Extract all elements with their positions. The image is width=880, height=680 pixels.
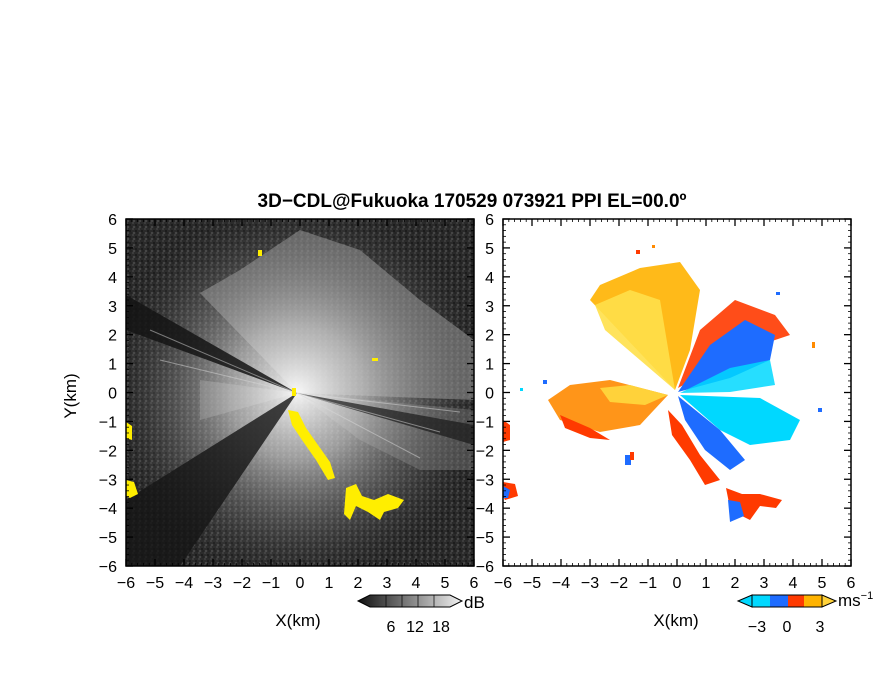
middle-y-tick-label: 4: [485, 270, 494, 287]
right-x-tick-label: −1: [639, 575, 657, 592]
middle-y-tick-label: −1: [476, 414, 494, 431]
left-y-tick-label: −6: [99, 559, 117, 576]
left-y-tick-label: 6: [108, 212, 117, 229]
right-velocity-speckle: [520, 245, 822, 465]
left-y-tick-label: −4: [99, 501, 117, 518]
left-colorbar: dB 6 12 18: [356, 593, 485, 636]
middle-y-tick-label: 5: [485, 241, 494, 258]
svg-text:ms−1: ms−1: [838, 590, 873, 610]
left-yellow-clutter: [126, 250, 404, 520]
left-colorbar-unit: dB: [464, 593, 485, 612]
right-velocity-lightblue-upper: [680, 360, 775, 393]
right-x-tick-label: −4: [552, 575, 570, 592]
left-x-tick-label: 6: [470, 575, 479, 592]
right-velocity-yellow-left: [600, 385, 668, 405]
right-velocity-blue-upper: [678, 320, 775, 392]
middle-y-tick-label: 6: [485, 212, 494, 229]
right-colorbar-tick-1: −3: [748, 619, 766, 636]
right-x-tick-label: 0: [673, 575, 682, 592]
right-x-tick-label: −3: [581, 575, 599, 592]
left-y-tick-label: 5: [108, 241, 117, 258]
left-beam-lines: [149, 329, 461, 459]
right-colorbar-frame: [751, 594, 823, 608]
middle-y-tick-label: 3: [485, 299, 494, 316]
right-panel: −6 −5 −4 −3 −2 −1 0 1 2 3 4 5 6 X(km) ms−1 −3 0 3: [494, 218, 873, 636]
left-colorbar-bar: [356, 594, 464, 608]
left-x-tick-label: −3: [204, 575, 222, 592]
left-y-tick-label: 4: [108, 270, 117, 287]
middle-y-tick-label: −4: [476, 501, 494, 518]
left-x-tick-label: 2: [354, 575, 363, 592]
left-y-tick-label: −5: [99, 530, 117, 547]
left-y-tick-label: 3: [108, 299, 117, 316]
left-x-tick-labels: −6 −5 −4 −3 −2 −1 0 1 2 3 4 5 6: [117, 575, 479, 592]
middle-y-tick-label: −5: [476, 530, 494, 547]
left-colorbar-tick-2: 12: [406, 619, 424, 636]
left-y-tick-label: −2: [99, 443, 117, 460]
left-x-tick-label: 5: [441, 575, 450, 592]
right-velocity-blue-lower: [678, 396, 745, 470]
right-plot-area: [503, 219, 851, 566]
middle-y-tick-label: 1: [485, 357, 494, 374]
left-y-axis-label: Y(km): [61, 373, 80, 418]
right-x-tick-label: 6: [847, 575, 856, 592]
left-x-axis-label: X(km): [275, 611, 320, 630]
right-velocity-blue-far: [728, 500, 744, 522]
left-plot-area: [126, 219, 474, 566]
middle-y-tick-label: −3: [476, 472, 494, 489]
left-x-tick-label: −4: [175, 575, 193, 592]
middle-y-tick-label: −2: [476, 443, 494, 460]
left-y-tick-labels: 6 5 4 3 2 1 0 −1 −2 −3 −4 −5 −6: [99, 212, 117, 576]
right-velocity-red-left: [560, 415, 610, 440]
right-x-tick-label: −5: [523, 575, 541, 592]
right-velocity-edge-left-blue: [503, 486, 510, 498]
left-x-tick-label: 1: [325, 575, 334, 592]
left-ticks: [125, 218, 475, 567]
left-shadow-wedge-right: [297, 393, 474, 445]
right-ticks: [502, 218, 852, 567]
right-x-tick-label: 5: [818, 575, 827, 592]
left-x-tick-label: −1: [262, 575, 280, 592]
right-x-tick-label: 2: [731, 575, 740, 592]
left-x-tick-label: 0: [296, 575, 305, 592]
right-velocity-edge-left: [503, 420, 518, 500]
right-colorbar-tick-3: 3: [816, 619, 825, 636]
left-x-tick-label: −5: [146, 575, 164, 592]
left-y-tick-label: −1: [99, 414, 117, 431]
left-y-tick-label: −3: [99, 472, 117, 489]
right-velocity-red-lower: [668, 410, 720, 485]
left-x-tick-label: 4: [412, 575, 421, 592]
left-y-tick-label: 0: [108, 386, 117, 403]
right-x-tick-label: −2: [610, 575, 628, 592]
middle-y-tick-label: 2: [485, 328, 494, 345]
middle-y-tick-label: 0: [485, 386, 494, 403]
left-colorbar-tick-1: 6: [387, 619, 396, 636]
right-x-tick-label: 4: [789, 575, 798, 592]
right-velocity-yellow-upper: [595, 290, 675, 390]
right-velocity-lightblue-lower: [680, 395, 800, 445]
left-x-tick-label: −2: [233, 575, 251, 592]
left-x-tick-label: 3: [383, 575, 392, 592]
left-y-tick-label: 2: [108, 328, 117, 345]
left-shadow-wedge-lower: [126, 393, 297, 566]
left-shadow-wedge-upper: [126, 295, 297, 393]
left-panel: −6 −5 −4 −3 −2 −1 0 1 2 3 4 5 6 6543210−1−2−3−4−5−6 …: [61, 212, 485, 636]
right-x-tick-label: 1: [702, 575, 711, 592]
right-x-tick-labels: −6 −5 −4 −3 −2 −1 0 1 2 3 4 5 6: [494, 575, 856, 592]
right-colorbar-unit: ms: [838, 591, 861, 610]
right-colorbar: ms−1 −3 0 3: [736, 590, 873, 636]
right-x-axis-label: X(km): [653, 611, 698, 630]
right-colorbar-tick-2: 0: [783, 619, 792, 636]
left-y-tick-label: 1: [108, 357, 117, 374]
middle-y-tick-labels: 6 5 4 3 2 1 0 −1 −2 −3 −4 −5 −6: [476, 212, 494, 576]
middle-y-tick-label: −6: [476, 559, 494, 576]
left-colorbar-tick-3: 18: [432, 619, 450, 636]
right-x-tick-label: −6: [494, 575, 512, 592]
chart-title: 3D−CDL@Fukuoka 170529 073921 PPI EL=00.0…: [258, 191, 687, 212]
right-x-tick-label: 3: [760, 575, 769, 592]
right-colorbar-unit-exponent: −1: [861, 590, 874, 602]
left-x-tick-label: −6: [117, 575, 135, 592]
